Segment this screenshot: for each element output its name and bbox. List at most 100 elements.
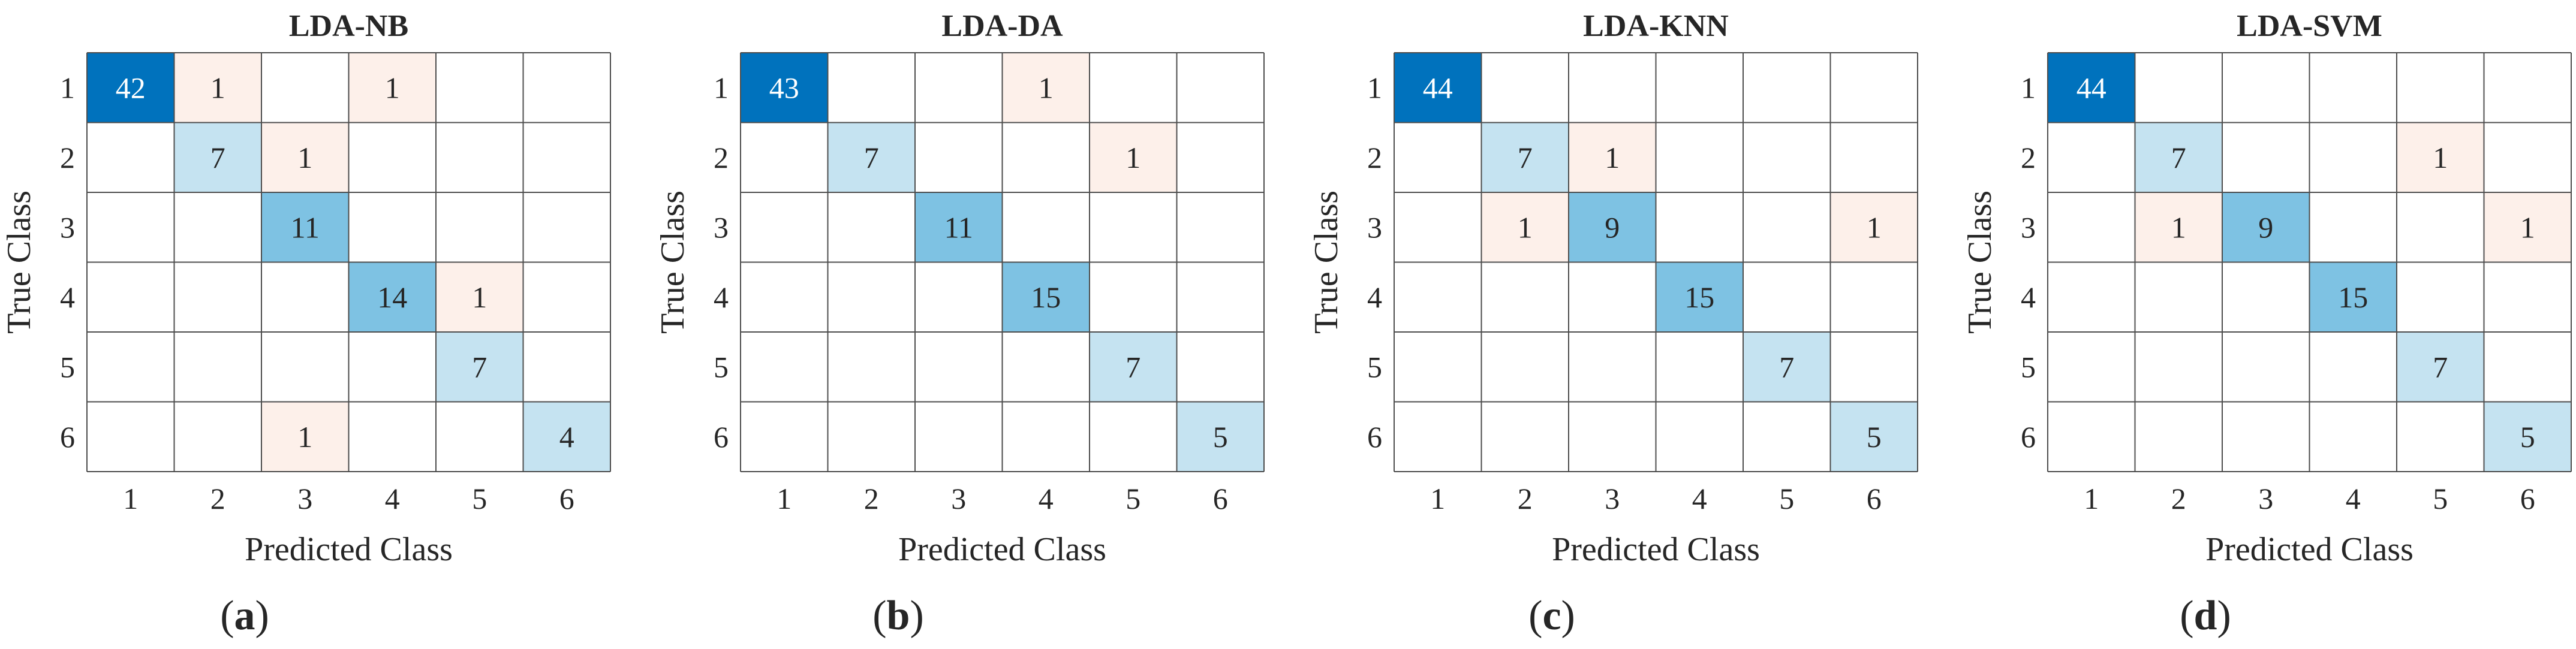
matrix-cell: [2397, 192, 2484, 262]
y-tick-label: 1: [1367, 71, 1382, 104]
x-tick-label: 3: [2258, 482, 2273, 515]
cell-value-label: 1: [297, 420, 312, 454]
matrix-cell: [2048, 53, 2135, 123]
matrix-cell: [1743, 262, 1831, 332]
x-tick-label: 3: [297, 482, 312, 515]
matrix-cell: [915, 332, 1003, 402]
matrix-cell: [261, 192, 349, 262]
matrix-cell: [1481, 192, 1569, 262]
x-tick-label: 6: [559, 482, 574, 515]
matrix-cell: [2222, 122, 2310, 192]
matrix-cell: [523, 122, 610, 192]
matrix-cell: [2222, 53, 2310, 123]
matrix-cell: [1394, 332, 1482, 402]
matrix-cell: [348, 262, 436, 332]
matrix-cell: [741, 53, 828, 123]
cell-value-label: 1: [1518, 210, 1533, 244]
matrix-cell: [1090, 192, 1177, 262]
cell-value-label: 44: [1423, 71, 1453, 104]
matrix-cell: [1394, 262, 1482, 332]
y-tick-label: 2: [714, 141, 729, 174]
x-tick-label: 6: [1213, 482, 1228, 515]
matrix-cell: [1176, 332, 1264, 402]
x-tick-label: 4: [385, 482, 400, 515]
matrix-cell: [1656, 332, 1743, 402]
matrix-cell: [1394, 53, 1482, 123]
x-tick-label: 5: [472, 482, 487, 515]
matrix-cell: [2135, 53, 2222, 123]
matrix-cell: [2484, 262, 2571, 332]
y-tick-label: 1: [714, 71, 729, 104]
y-tick-label: 5: [60, 350, 75, 384]
matrix-cell: [1656, 122, 1743, 192]
confusion-matrix-panel-d: 44 7 1 1 9 1 15 7 5 LDA-SVM 1 2 3 4 5 6 1 2 3 4 5 6 Predicted …: [1961, 9, 2572, 639]
x-tick-label: 2: [1518, 482, 1533, 515]
y-tick-label: 4: [714, 280, 729, 314]
cell-value-label: 1: [2171, 210, 2186, 244]
matrix-cell: [1394, 402, 1482, 472]
cell-value-label: 1: [2520, 210, 2535, 244]
matrix-cell: [87, 122, 174, 192]
matrix-cell: [1481, 262, 1569, 332]
matrix-cell: [174, 402, 261, 472]
x-tick-label: 6: [1867, 482, 1882, 515]
matrix-cell: [2484, 332, 2571, 402]
x-axis-label: Predicted Class: [1552, 531, 1760, 568]
matrix-cell: [174, 192, 261, 262]
matrix-cell: [348, 122, 436, 192]
matrix-cell: [2397, 122, 2484, 192]
panel-title: LDA-NB: [289, 9, 408, 43]
matrix-cell: [2309, 122, 2397, 192]
caption-close-paren: ): [910, 593, 923, 639]
cell-value-label: 43: [769, 71, 799, 104]
panel-caption: (d): [2180, 593, 2231, 639]
panel-title: LDA-SVM: [2237, 9, 2382, 43]
cell-value-label: 1: [1126, 141, 1140, 174]
matrix-cell: [2135, 192, 2222, 262]
x-axis-label: Predicted Class: [245, 531, 453, 568]
y-tick-label: 1: [2021, 71, 2036, 104]
matrix-cell: [174, 53, 261, 123]
matrix-cell: [523, 402, 610, 472]
y-tick-label: 3: [1367, 210, 1382, 244]
matrix-cell: [261, 122, 349, 192]
y-tick-label: 2: [2021, 141, 2036, 174]
matrix-cell: [1743, 122, 1831, 192]
y-tick-label: 5: [2021, 350, 2036, 384]
matrix-cell: [2397, 332, 2484, 402]
matrix-cell: [741, 122, 828, 192]
matrix-cell: [2135, 262, 2222, 332]
caption-letter: a: [234, 593, 255, 639]
cell-value-label: 7: [472, 350, 487, 384]
matrix-cell: [436, 262, 523, 332]
matrix-cell: [348, 332, 436, 402]
cell-value-label: 1: [210, 71, 225, 104]
matrix-cell: [1090, 53, 1177, 123]
matrix-cell: [261, 53, 349, 123]
matrix-cell: [915, 53, 1003, 123]
matrix-cell: [827, 192, 915, 262]
matrix-cell: [915, 262, 1003, 332]
matrix-cell: [436, 53, 523, 123]
y-axis-label: True Class: [654, 191, 691, 334]
cell-value-label: 15: [1031, 280, 1061, 314]
x-tick-label: 4: [2346, 482, 2361, 515]
x-tick-label: 1: [123, 482, 138, 515]
matrix-cell: [2397, 262, 2484, 332]
caption-close-paren: ): [1561, 593, 1575, 639]
cell-value-label: 7: [1126, 350, 1140, 384]
matrix-cell: [1481, 122, 1569, 192]
matrix-cell: [87, 402, 174, 472]
matrix-cell: [1743, 332, 1831, 402]
x-tick-label: 6: [2520, 482, 2535, 515]
matrix-cell: [1090, 262, 1177, 332]
matrix-cell: [436, 402, 523, 472]
y-tick-label: 6: [2021, 420, 2036, 454]
y-tick-label: 3: [714, 210, 729, 244]
matrix-cell: [2309, 332, 2397, 402]
matrix-cell: [1176, 192, 1264, 262]
matrix-cell: [827, 332, 915, 402]
matrix-cell: [436, 122, 523, 192]
